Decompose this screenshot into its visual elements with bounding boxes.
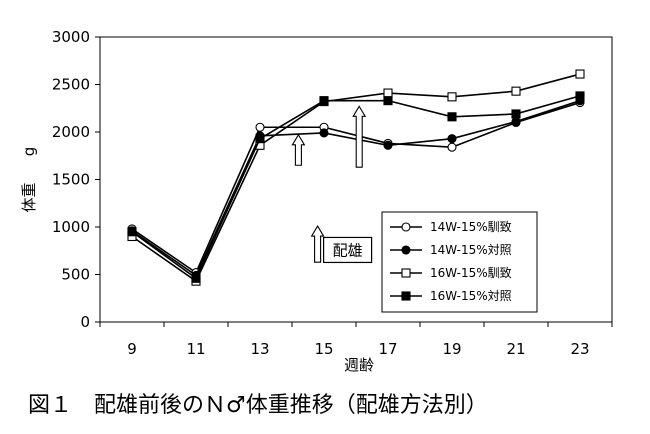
data-point <box>319 128 329 138</box>
data-point <box>383 96 393 106</box>
legend-label: 16W-15%馴致 <box>430 266 512 280</box>
data-point <box>383 88 393 98</box>
x-tick-label: 23 <box>570 340 589 358</box>
figure-caption: 図１ 配雄前後のＮ♂体重推移（配雄方法別） <box>28 393 488 418</box>
legend-label: 16W-15%対照 <box>430 289 512 303</box>
data-point <box>255 134 265 144</box>
data-point <box>447 92 457 102</box>
x-tick-label: 9 <box>127 340 137 358</box>
data-point <box>447 142 457 152</box>
series-line <box>131 95 581 280</box>
y-tick-label: 1500 <box>52 171 90 189</box>
legend-item: 14W-15%対照 <box>390 243 512 257</box>
annotations: 配雄 <box>291 105 373 264</box>
y-tick-label: 1000 <box>52 218 90 236</box>
y-ticks: 0 500 1000 1500 2000 2500 3000 <box>52 28 100 331</box>
legend-marker <box>401 291 411 301</box>
pairing-label-box <box>323 236 373 264</box>
legend-label: 14W-15%対照 <box>430 243 512 257</box>
data-point <box>191 273 201 283</box>
y-tick-label: 0 <box>80 313 90 331</box>
data-point <box>511 86 521 96</box>
series-4 <box>127 91 585 283</box>
pairing-label: 配雄 <box>333 241 363 259</box>
legend: 14W-15%馴致 14W-15%対照 16W-15%馴致 16W-15%対照 <box>381 211 538 313</box>
series-line <box>131 73 581 283</box>
x-ticks: 9 11 13 15 17 19 21 23 <box>99 322 613 358</box>
legend-item: 16W-15%馴致 <box>390 266 512 280</box>
hollow-arrow <box>291 133 306 166</box>
x-tick-label: 15 <box>314 340 333 358</box>
data-point <box>127 227 137 237</box>
x-tick-label: 11 <box>186 340 205 358</box>
hollow-arrow <box>310 224 325 263</box>
x-axis-label: 週齢 <box>344 356 374 374</box>
hollow-arrow <box>352 105 367 168</box>
data-point <box>383 140 393 150</box>
legend-marker <box>401 268 411 278</box>
y-axis-label: 体重 <box>20 182 38 212</box>
x-tick-label: 13 <box>250 340 269 358</box>
data-point <box>319 96 329 106</box>
legend-item: 16W-15%対照 <box>390 289 512 303</box>
data-point <box>511 109 521 119</box>
legend-marker <box>401 245 411 255</box>
data-point <box>447 112 457 122</box>
y-axis-unit: g <box>20 147 38 157</box>
data-point <box>447 134 457 144</box>
x-tick-label: 19 <box>442 340 461 358</box>
x-tick-label: 21 <box>506 340 525 358</box>
y-tick-label: 2500 <box>52 76 90 94</box>
legend-label: 14W-15%馴致 <box>430 220 512 234</box>
x-tick-label: 17 <box>378 340 397 358</box>
y-tick-label: 3000 <box>52 28 90 46</box>
data-point <box>575 69 585 79</box>
legend-item: 14W-15%馴致 <box>390 220 512 234</box>
y-tick-label: 500 <box>61 266 90 284</box>
series-layer <box>127 69 585 286</box>
y-tick-label: 2000 <box>52 123 90 141</box>
data-point <box>511 117 521 127</box>
legend-marker <box>401 222 411 232</box>
data-point <box>575 91 585 101</box>
data-point <box>255 122 265 132</box>
